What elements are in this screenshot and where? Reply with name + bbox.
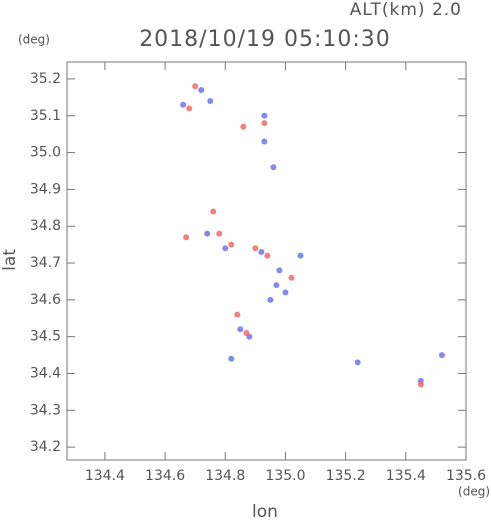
echo-point xyxy=(198,86,205,93)
echo-point xyxy=(234,311,241,318)
plot-frame xyxy=(66,61,467,461)
x-unit: (deg) xyxy=(458,485,490,499)
echo-point xyxy=(276,267,283,274)
echo-point xyxy=(354,359,361,366)
echo-point xyxy=(210,208,217,215)
echo-point xyxy=(264,252,271,259)
echo-point xyxy=(261,120,268,127)
y-tick-label: 34.2 xyxy=(30,439,61,455)
echo-point xyxy=(222,245,229,252)
echo-point xyxy=(261,112,268,119)
x-axis-label: lon xyxy=(252,502,278,521)
y-tick-label: 35.1 xyxy=(30,108,61,124)
echo-point xyxy=(258,248,265,255)
y-tick-label: 34.3 xyxy=(30,402,61,418)
x-tick-label: 134.4 xyxy=(85,468,125,484)
echo-point xyxy=(288,274,295,281)
echo-point xyxy=(438,352,445,359)
echo-point xyxy=(267,296,274,303)
echo-point xyxy=(297,252,304,259)
echo-point xyxy=(186,105,193,112)
echo-point xyxy=(237,326,244,333)
echo-point xyxy=(228,355,235,362)
echo-point xyxy=(282,289,289,296)
x-tick-label: 135.2 xyxy=(326,468,366,484)
x-tick-label: 135.4 xyxy=(386,468,426,484)
echo-point xyxy=(270,164,277,171)
x-tick-label: 135.0 xyxy=(265,468,305,484)
y-unit: (deg) xyxy=(18,33,50,47)
echo-point xyxy=(183,234,190,241)
echo-point xyxy=(417,381,424,388)
echo-point xyxy=(252,245,259,252)
y-tick-label: 34.9 xyxy=(30,181,61,197)
echo-point xyxy=(261,138,268,145)
y-tick-label: 34.8 xyxy=(30,218,61,234)
chart-title: 2018/10/19 05:10:30 xyxy=(139,27,391,52)
echo-point xyxy=(273,282,280,289)
x-tick-label: 134.6 xyxy=(145,468,185,484)
echo-point xyxy=(204,230,211,237)
echo-point xyxy=(240,123,247,130)
y-axis-label: lat xyxy=(0,249,20,271)
x-tick-label: 134.8 xyxy=(205,468,245,484)
echo-point xyxy=(207,98,214,105)
y-tick-label: 34.7 xyxy=(30,255,61,271)
y-tick-label: 35.0 xyxy=(30,145,61,161)
echo-point xyxy=(192,83,199,90)
x-tick-label: 135.6 xyxy=(446,468,486,484)
y-tick-label: 34.6 xyxy=(30,292,61,308)
echo-point xyxy=(180,101,187,108)
y-tick-label: 34.4 xyxy=(30,365,61,381)
y-tick-label: 35.2 xyxy=(30,71,61,87)
echo-point xyxy=(243,329,250,336)
echo-point xyxy=(216,230,223,237)
y-tick-label: 34.5 xyxy=(30,329,61,345)
echo-point xyxy=(228,241,235,248)
subtitle: ALT(km) 2.0 xyxy=(350,0,462,20)
